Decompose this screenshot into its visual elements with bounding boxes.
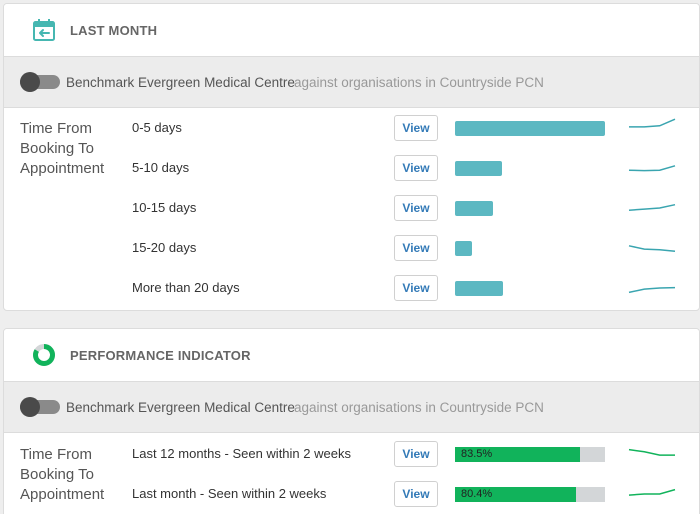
view-button[interactable]: View <box>394 441 438 467</box>
percent-label: 83.5% <box>461 448 493 460</box>
metric-row: 0-5 days View <box>4 115 699 143</box>
percent-bar: 83.5% <box>455 447 605 462</box>
value-bar <box>455 241 472 256</box>
view-button[interactable]: View <box>394 235 438 261</box>
trend-sparkline <box>628 245 676 253</box>
view-button[interactable]: View <box>394 195 438 221</box>
trend-sparkline <box>628 165 676 172</box>
view-button[interactable]: View <box>394 275 438 301</box>
benchmark-org: Benchmark Evergreen Medical Centre <box>66 75 295 90</box>
view-button[interactable]: View <box>394 155 438 181</box>
trend-sparkline <box>628 203 676 211</box>
row-label: Last 12 months - Seen within 2 weeks <box>132 446 351 461</box>
percent-bar: 80.4% <box>455 487 605 502</box>
performance-indicator-panel: PERFORMANCE INDICATOR Benchmark Evergree… <box>3 328 700 514</box>
trend-sparkline <box>628 448 675 456</box>
sparkline-path <box>628 245 676 253</box>
percent-label: 80.4% <box>461 488 493 500</box>
panel-title: PERFORMANCE INDICATOR <box>70 348 251 363</box>
sparkline-path <box>628 165 676 172</box>
metric-name: Time From Booking To Appointment <box>20 120 105 177</box>
sparkline-path <box>629 118 676 128</box>
toggle-knob <box>20 72 40 92</box>
row-label: More than 20 days <box>132 280 240 295</box>
panel-title: LAST MONTH <box>70 23 158 38</box>
metric-row: Last 12 months - Seen within 2 weeks Vie… <box>4 441 699 469</box>
benchmark-org: Benchmark Evergreen Medical Centre <box>66 400 295 415</box>
benchmark-toggle[interactable] <box>20 72 60 92</box>
row-label: 10-15 days <box>132 200 197 215</box>
value-bar <box>455 201 493 216</box>
donut-chart-icon <box>33 344 55 366</box>
sparkline-path <box>628 448 675 456</box>
sparkline-path <box>628 488 676 496</box>
metric-row: 10-15 days View <box>4 195 699 223</box>
metric-row: Last month - Seen within 2 weeks View 80… <box>4 481 699 509</box>
metric-row: 5-10 days View <box>4 155 699 183</box>
percent-fill <box>455 487 576 502</box>
percent-fill <box>455 447 581 462</box>
value-bar <box>455 281 503 296</box>
benchmark-toggle[interactable] <box>20 397 60 417</box>
row-label: 0-5 days <box>132 120 182 135</box>
row-label: Last month - Seen within 2 weeks <box>132 486 327 501</box>
trend-sparkline <box>628 286 676 294</box>
sparkline-path <box>628 286 676 294</box>
row-label: 5-10 days <box>132 160 190 175</box>
metric-name: Time From Booking To Appointment <box>20 446 105 503</box>
trend-sparkline <box>628 488 676 496</box>
value-bar <box>455 121 605 136</box>
panel-header: PERFORMANCE INDICATOR <box>4 329 699 381</box>
row-label: 15-20 days <box>132 240 197 255</box>
benchmark-comparison: against organisations in Countryside PCN <box>294 400 544 415</box>
view-button[interactable]: View <box>394 481 438 507</box>
benchmark-bar: Benchmark Evergreen Medical Centre again… <box>4 56 699 108</box>
value-bar <box>455 161 502 176</box>
calendar-back-icon <box>33 19 55 41</box>
benchmark-comparison: against organisations in Countryside PCN <box>294 75 544 90</box>
trend-sparkline <box>629 118 676 128</box>
metric-row: 15-20 days View <box>4 235 699 263</box>
benchmark-bar: Benchmark Evergreen Medical Centre again… <box>4 381 699 433</box>
panel-header: LAST MONTH <box>4 4 699 56</box>
view-button[interactable]: View <box>394 115 438 141</box>
sparkline-path <box>628 203 676 211</box>
last-month-panel: LAST MONTH Benchmark Evergreen Medical C… <box>3 3 700 311</box>
toggle-knob <box>20 397 40 417</box>
metric-row: More than 20 days View <box>4 275 699 303</box>
